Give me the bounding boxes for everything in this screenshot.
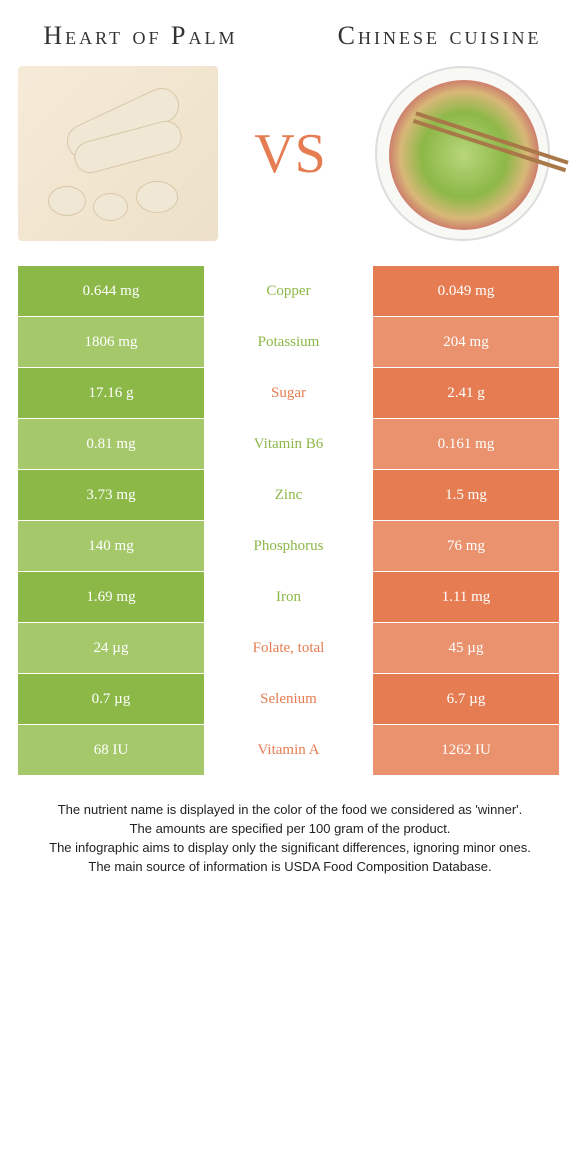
footnote-line: The amounts are specified per 100 gram o… <box>28 820 552 839</box>
left-value: 0.81 mg <box>18 419 205 470</box>
left-value: 0.644 mg <box>18 266 205 317</box>
right-value: 0.161 mg <box>373 419 560 470</box>
right-value: 1.11 mg <box>373 572 560 623</box>
table-row: 0.644 mgCopper0.049 mg <box>18 266 562 317</box>
left-value: 68 IU <box>18 725 205 776</box>
nutrient-label: Vitamin B6 <box>205 419 373 470</box>
left-value: 17.16 g <box>18 368 205 419</box>
footnote-line: The infographic aims to display only the… <box>28 839 552 858</box>
nutrient-label: Folate, total <box>205 623 373 674</box>
table-row: 3.73 mgZinc1.5 mg <box>18 470 562 521</box>
left-value: 1.69 mg <box>18 572 205 623</box>
right-value: 0.049 mg <box>373 266 560 317</box>
right-value: 76 mg <box>373 521 560 572</box>
nutrient-label: Sugar <box>205 368 373 419</box>
left-value: 24 µg <box>18 623 205 674</box>
nutrient-label: Iron <box>205 572 373 623</box>
nutrient-label: Zinc <box>205 470 373 521</box>
table-row: 140 mgPhosphorus76 mg <box>18 521 562 572</box>
footnotes: The nutrient name is displayed in the co… <box>18 801 562 876</box>
table-row: 1.69 mgIron1.11 mg <box>18 572 562 623</box>
right-food-title: Chinese cuisine <box>317 20 562 51</box>
nutrient-label: Vitamin A <box>205 725 373 776</box>
nutrient-label: Copper <box>205 266 373 317</box>
footnote-line: The nutrient name is displayed in the co… <box>28 801 552 820</box>
left-food-title: Heart of Palm <box>18 20 263 51</box>
right-value: 1262 IU <box>373 725 560 776</box>
nutrient-table: 0.644 mgCopper0.049 mg1806 mgPotassium20… <box>18 266 562 776</box>
left-value: 1806 mg <box>18 317 205 368</box>
right-value: 45 µg <box>373 623 560 674</box>
left-food-image <box>18 66 218 241</box>
table-row: 0.81 mgVitamin B60.161 mg <box>18 419 562 470</box>
footnote-line: The main source of information is USDA F… <box>28 858 552 877</box>
vs-label: VS <box>254 122 326 186</box>
table-row: 1806 mgPotassium204 mg <box>18 317 562 368</box>
images-row: VS <box>18 66 562 241</box>
right-value: 1.5 mg <box>373 470 560 521</box>
left-value: 0.7 µg <box>18 674 205 725</box>
table-row: 17.16 gSugar2.41 g <box>18 368 562 419</box>
right-value: 204 mg <box>373 317 560 368</box>
table-row: 68 IUVitamin A1262 IU <box>18 725 562 776</box>
nutrient-label: Selenium <box>205 674 373 725</box>
right-value: 2.41 g <box>373 368 560 419</box>
left-value: 140 mg <box>18 521 205 572</box>
table-row: 0.7 µgSelenium6.7 µg <box>18 674 562 725</box>
left-value: 3.73 mg <box>18 470 205 521</box>
right-food-image <box>362 66 562 241</box>
nutrient-label: Potassium <box>205 317 373 368</box>
right-value: 6.7 µg <box>373 674 560 725</box>
table-row: 24 µgFolate, total45 µg <box>18 623 562 674</box>
nutrient-label: Phosphorus <box>205 521 373 572</box>
